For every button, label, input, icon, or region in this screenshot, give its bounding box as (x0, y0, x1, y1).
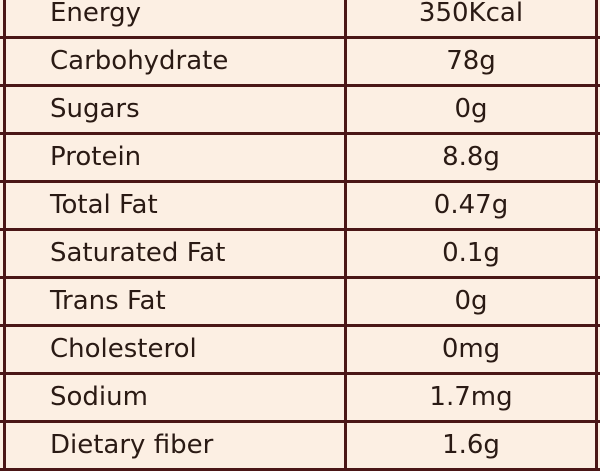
table-row: Sodium 1.7mg (0, 375, 600, 423)
nutrient-name: Dietary fiber (50, 430, 214, 460)
column-divider (344, 327, 347, 375)
nutrient-value: 78g (446, 46, 496, 76)
table-row: Trans Fat 0g (0, 279, 600, 327)
nutrient-value: 350Kcal (418, 0, 524, 28)
table-row: Protein 8.8g (0, 135, 600, 183)
nutrient-name: Total Fat (50, 190, 158, 220)
column-divider (344, 0, 347, 39)
table-row: Cholesterol 0mg (0, 327, 600, 375)
column-divider (344, 183, 347, 231)
table-row: Dietary fiber 1.6g (0, 423, 600, 471)
nutrient-name: Energy (50, 0, 142, 28)
column-divider (344, 87, 347, 135)
column-divider (344, 135, 347, 183)
table-row: Saturated Fat 0.1g (0, 231, 600, 279)
nutrient-value: 1.6g (442, 430, 500, 460)
column-divider (344, 423, 347, 471)
table-row: Carbohydrate 78g (0, 39, 600, 87)
nutrient-name: Trans Fat (50, 286, 166, 316)
nutrient-value: 0mg (441, 334, 501, 364)
nutrient-name: Sodium (50, 382, 148, 412)
table-row: Energy 350Kcal (0, 0, 600, 39)
column-divider (344, 375, 347, 423)
table-row: Total Fat 0.47g (0, 183, 600, 231)
nutrient-name: Carbohydrate (50, 46, 229, 76)
column-divider (344, 231, 347, 279)
table-row: Sugars 0g (0, 87, 600, 135)
nutrient-name: Cholesterol (50, 334, 197, 364)
column-divider (344, 279, 347, 327)
nutrient-name: Sugars (50, 94, 140, 124)
nutrient-value: 8.8g (442, 142, 500, 172)
nutrient-value: 0g (454, 94, 488, 124)
nutrient-name: Saturated Fat (50, 238, 226, 268)
nutrient-value: 0.47g (433, 190, 509, 220)
column-divider (344, 39, 347, 87)
nutrient-value: 0.1g (442, 238, 500, 268)
nutrient-value: 0g (454, 286, 488, 316)
nutrient-value: 1.7mg (429, 382, 513, 412)
nutrient-name: Protein (50, 142, 142, 172)
